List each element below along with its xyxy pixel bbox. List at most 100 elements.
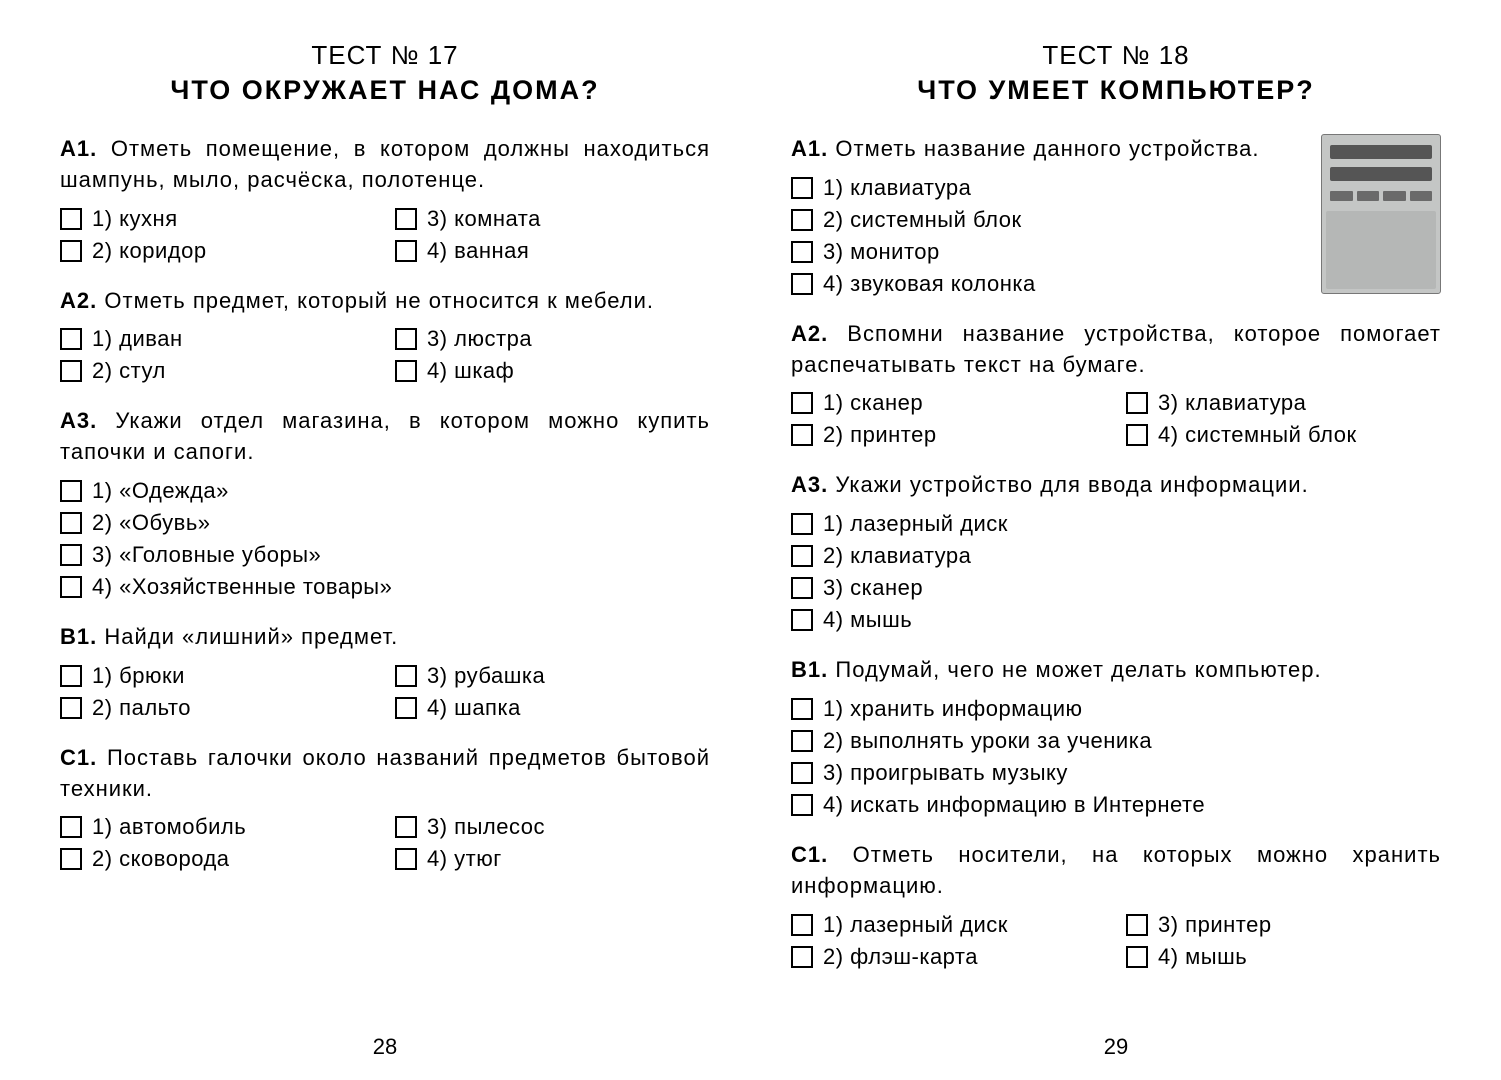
option[interactable]: 4) утюг <box>395 846 710 872</box>
option[interactable]: 2) стул <box>60 358 375 384</box>
option[interactable]: 2) системный блок <box>791 207 1301 233</box>
checkbox-icon[interactable] <box>791 609 813 631</box>
checkbox-icon[interactable] <box>791 762 813 784</box>
option[interactable]: 1) клавиатура <box>791 175 1301 201</box>
checkbox-icon[interactable] <box>60 697 82 719</box>
option[interactable]: 1) диван <box>60 326 375 352</box>
option[interactable]: 2) пальто <box>60 695 375 721</box>
option[interactable]: 3) пылесос <box>395 814 710 840</box>
checkbox-icon[interactable] <box>791 946 813 968</box>
checkbox-icon[interactable] <box>791 424 813 446</box>
option[interactable]: 1) «Одежда» <box>60 478 710 504</box>
option[interactable]: 2) сковорода <box>60 846 375 872</box>
checkbox-icon[interactable] <box>60 208 82 230</box>
checkbox-icon[interactable] <box>60 240 82 262</box>
checkbox-icon[interactable] <box>395 697 417 719</box>
option[interactable]: 2) принтер <box>791 422 1106 448</box>
checkbox-icon[interactable] <box>395 360 417 382</box>
checkbox-icon[interactable] <box>60 480 82 502</box>
option[interactable]: 3) «Головные уборы» <box>60 542 710 568</box>
checkbox-icon[interactable] <box>791 730 813 752</box>
option-label: 2) системный блок <box>823 207 1022 233</box>
checkbox-icon[interactable] <box>60 816 82 838</box>
option[interactable]: 2) клавиатура <box>791 543 1441 569</box>
checkbox-icon[interactable] <box>791 698 813 720</box>
test-number: ТЕСТ № 18 <box>791 40 1441 71</box>
checkbox-icon[interactable] <box>60 848 82 870</box>
drive-bay-icon <box>1330 145 1432 159</box>
option[interactable]: 4) ванная <box>395 238 710 264</box>
option-label: 1) «Одежда» <box>92 478 229 504</box>
question-b1-left: В1. Найди «лишний» предмет. 1) брюки 3) … <box>60 622 710 721</box>
question-prompt: В1. Найди «лишний» предмет. <box>60 622 710 653</box>
option-label: 4) утюг <box>427 846 502 872</box>
option-label: 4) мышь <box>1158 944 1247 970</box>
option[interactable]: 1) лазерный диск <box>791 511 1441 537</box>
checkbox-icon[interactable] <box>60 512 82 534</box>
checkbox-icon[interactable] <box>791 577 813 599</box>
checkbox-icon[interactable] <box>395 208 417 230</box>
test-title: ЧТО ОКРУЖАЕТ НАС ДОМА? <box>60 75 710 106</box>
checkbox-icon[interactable] <box>60 328 82 350</box>
checkbox-icon[interactable] <box>791 513 813 535</box>
checkbox-icon[interactable] <box>395 816 417 838</box>
option[interactable]: 3) рубашка <box>395 663 710 689</box>
option[interactable]: 4) шкаф <box>395 358 710 384</box>
checkbox-icon[interactable] <box>791 392 813 414</box>
option[interactable]: 1) хранить информацию <box>791 696 1441 722</box>
checkbox-icon[interactable] <box>1126 424 1148 446</box>
option[interactable]: 1) брюки <box>60 663 375 689</box>
checkbox-icon[interactable] <box>1126 914 1148 936</box>
checkbox-icon[interactable] <box>791 177 813 199</box>
option[interactable]: 4) звуковая колонка <box>791 271 1301 297</box>
checkbox-icon[interactable] <box>791 794 813 816</box>
checkbox-icon[interactable] <box>60 544 82 566</box>
checkbox-icon[interactable] <box>791 273 813 295</box>
option[interactable]: 2) флэш-карта <box>791 944 1106 970</box>
question-prompt: А1. Отметь помещение, в котором должны н… <box>60 134 710 196</box>
option[interactable]: 4) «Хозяйственные товары» <box>60 574 710 600</box>
option[interactable]: 3) проигрывать музыку <box>791 760 1441 786</box>
option[interactable]: 3) люстра <box>395 326 710 352</box>
checkbox-icon[interactable] <box>395 328 417 350</box>
checkbox-icon[interactable] <box>791 209 813 231</box>
checkbox-icon[interactable] <box>395 665 417 687</box>
options: 1) хранить информацию 2) выполнять уроки… <box>791 696 1441 818</box>
checkbox-icon[interactable] <box>395 240 417 262</box>
left-page: ТЕСТ № 17 ЧТО ОКРУЖАЕТ НАС ДОМА? А1. Отм… <box>20 40 750 1060</box>
option[interactable]: 3) сканер <box>791 575 1441 601</box>
option[interactable]: 2) «Обувь» <box>60 510 710 536</box>
option[interactable]: 4) мышь <box>1126 944 1441 970</box>
option[interactable]: 1) кухня <box>60 206 375 232</box>
option[interactable]: 3) монитор <box>791 239 1301 265</box>
question-text: Отметь предмет, который не относится к м… <box>104 288 654 313</box>
question-with-image: А1. Отметь название данного устройства. … <box>791 134 1441 297</box>
option[interactable]: 3) комната <box>395 206 710 232</box>
question-b1-right: В1. Подумай, чего не может делать компью… <box>791 655 1441 818</box>
option[interactable]: 4) искать информацию в Интернете <box>791 792 1441 818</box>
option[interactable]: 2) выполнять уроки за ученика <box>791 728 1441 754</box>
checkbox-icon[interactable] <box>60 665 82 687</box>
question-text-column: А1. Отметь название данного устройства. … <box>791 134 1301 297</box>
checkbox-icon[interactable] <box>1126 392 1148 414</box>
question-id: А2. <box>791 321 828 346</box>
option[interactable]: 1) автомобиль <box>60 814 375 840</box>
checkbox-icon[interactable] <box>1126 946 1148 968</box>
option[interactable]: 4) системный блок <box>1126 422 1441 448</box>
option[interactable]: 1) сканер <box>791 390 1106 416</box>
checkbox-icon[interactable] <box>60 360 82 382</box>
checkbox-icon[interactable] <box>791 241 813 263</box>
option[interactable]: 2) коридор <box>60 238 375 264</box>
option[interactable]: 4) мышь <box>791 607 1441 633</box>
option[interactable]: 3) принтер <box>1126 912 1441 938</box>
option[interactable]: 1) лазерный диск <box>791 912 1106 938</box>
checkbox-icon[interactable] <box>791 914 813 936</box>
checkbox-icon[interactable] <box>395 848 417 870</box>
option[interactable]: 4) шапка <box>395 695 710 721</box>
option[interactable]: 3) клавиатура <box>1126 390 1441 416</box>
checkbox-icon[interactable] <box>791 545 813 567</box>
tower-body-icon <box>1326 211 1436 289</box>
checkbox-icon[interactable] <box>60 576 82 598</box>
question-a3-left: А3. Укажи отдел магазина, в котором можн… <box>60 406 710 600</box>
option-label: 2) выполнять уроки за ученика <box>823 728 1152 754</box>
